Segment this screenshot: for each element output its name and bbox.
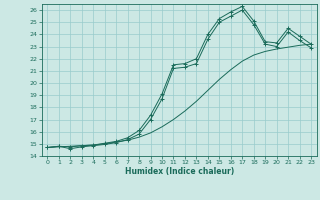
X-axis label: Humidex (Indice chaleur): Humidex (Indice chaleur) bbox=[124, 167, 234, 176]
